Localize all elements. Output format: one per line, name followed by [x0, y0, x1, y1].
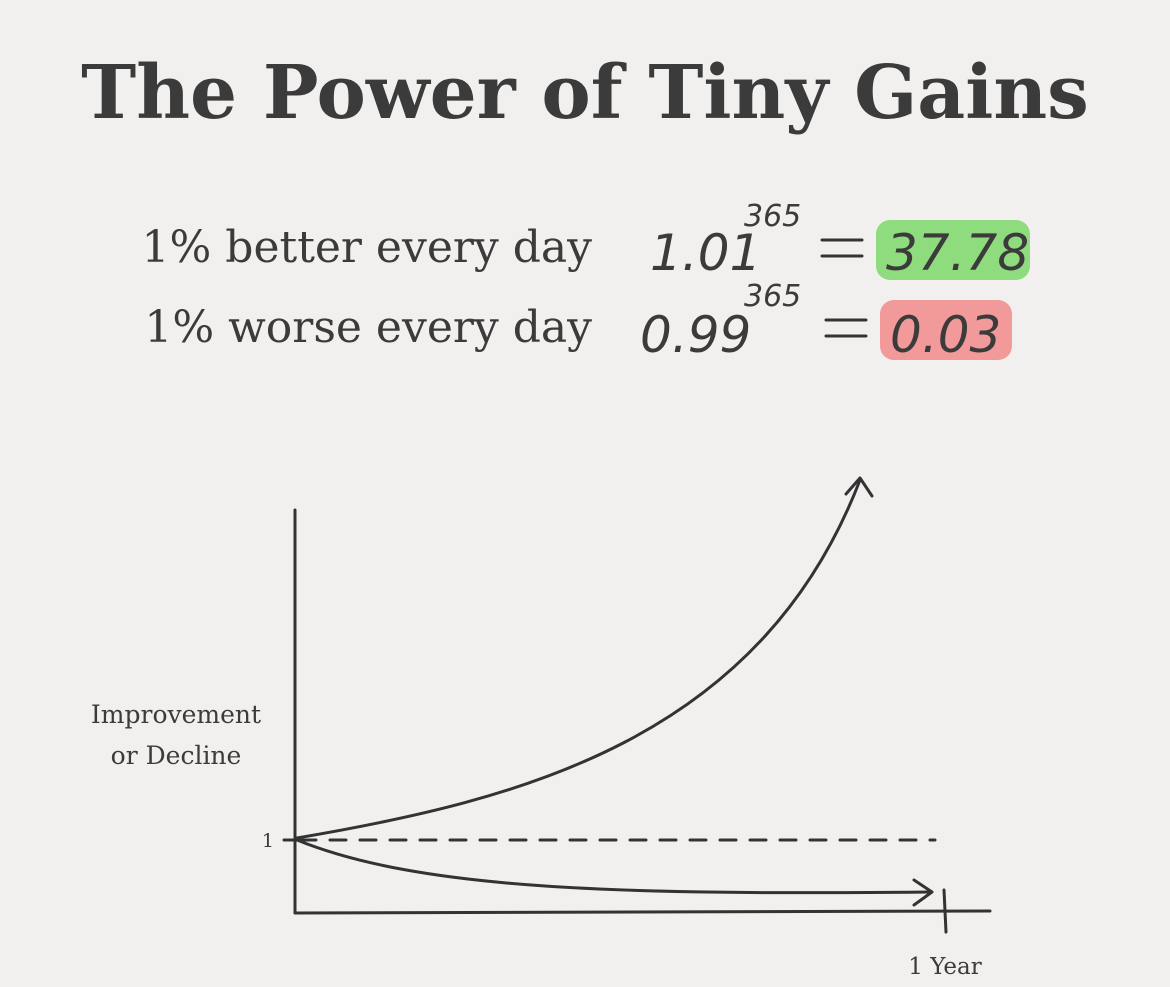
result: 0.03 [890, 306, 1001, 364]
decline-curve [295, 838, 932, 895]
x-tick [942, 888, 948, 934]
row-label: 1% worse every day [144, 302, 592, 353]
exponent: 365 [744, 199, 801, 234]
x-axis [293, 909, 992, 915]
y-tick-label: 1 [262, 830, 274, 852]
y-axis-label: or Decline [111, 741, 242, 770]
x-tick-label: 1 Year [908, 954, 981, 980]
result-highlight-red [880, 300, 1012, 360]
base: 1.01 [650, 224, 761, 282]
improvement-curve [295, 478, 862, 840]
arrowhead [844, 476, 874, 498]
row-label: 1% better every day [142, 222, 593, 273]
result: 37.78 [886, 224, 1029, 282]
title: The Power of Tiny Gains [81, 50, 1089, 136]
exponent: 365 [744, 279, 801, 314]
result-highlight-green [876, 220, 1030, 280]
y-axis-label: Improvement [91, 700, 261, 729]
arrowhead [912, 878, 934, 907]
base: 0.99 [640, 306, 751, 364]
